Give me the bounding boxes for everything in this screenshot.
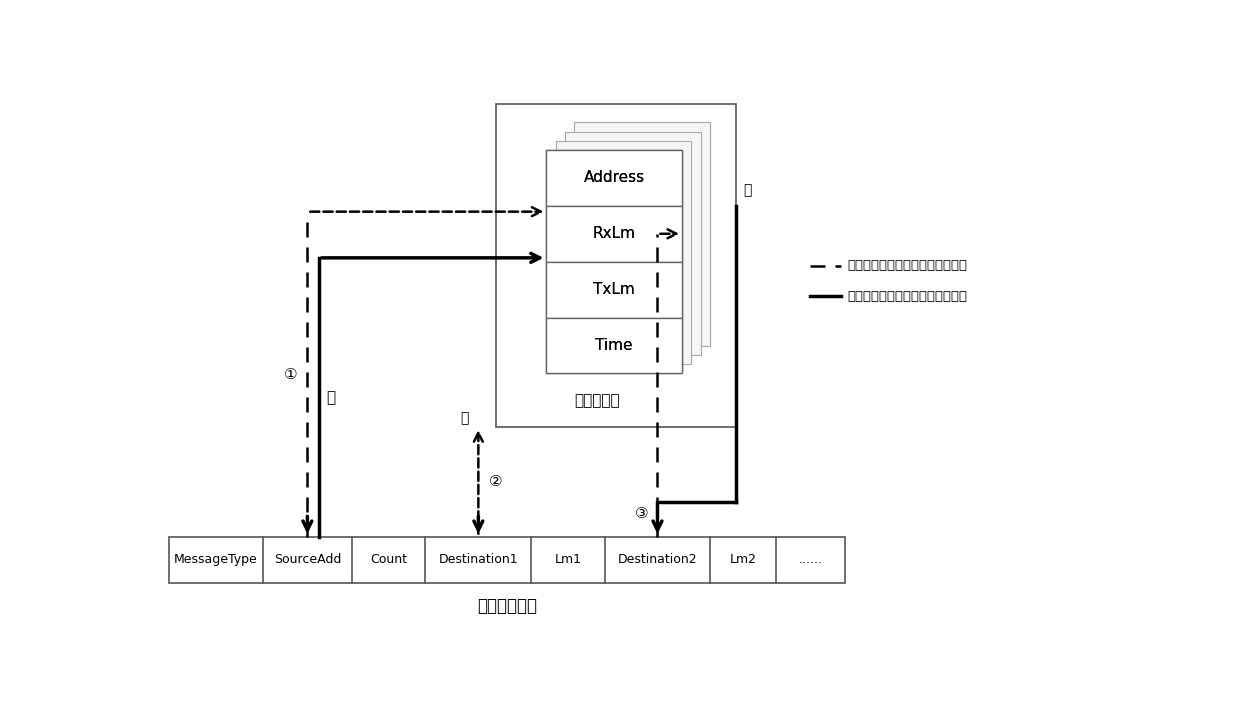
Text: MessageType: MessageType [174,553,258,566]
Text: 虚线：节点接收邻居报告消息过程: 虚线：节点接收邻居报告消息过程 [847,259,967,272]
Text: Time: Time [595,338,632,353]
Bar [574,123,711,345]
Text: 邻居报告消息: 邻居报告消息 [477,597,537,615]
Bar [547,262,682,317]
Bar [574,123,711,345]
Bar [547,206,682,262]
Text: Lm1: Lm1 [554,553,582,566]
Text: ②: ② [490,474,503,489]
Bar [547,206,682,262]
Bar [547,150,682,206]
Bar [565,132,701,355]
Bar [547,262,682,317]
Bar [496,104,737,427]
Text: Destination2: Destination2 [618,553,697,566]
Text: ①: ① [284,367,298,381]
Text: RxLm: RxLm [593,226,636,241]
Text: Address: Address [584,171,645,185]
Text: Time: Time [595,338,632,353]
Text: ......: ...... [799,553,822,566]
Text: Destination1: Destination1 [439,553,518,566]
Text: Address: Address [584,171,645,185]
Bar [556,141,692,364]
Text: SourceAdd: SourceAdd [274,553,341,566]
Text: ③: ③ [635,506,649,521]
Text: ⓒ: ⓒ [744,183,753,197]
Text: ⓐ: ⓐ [460,411,469,425]
Text: RxLm: RxLm [593,226,636,241]
Bar [556,141,692,364]
Bar [547,150,682,206]
Text: Count: Count [371,553,407,566]
Bar [565,132,701,355]
Text: TxLm: TxLm [593,282,635,297]
Bar [547,317,682,374]
Text: 实线：节点发送邻居报告消息过程: 实线：节点发送邻居报告消息过程 [847,290,967,303]
Bar [547,317,682,374]
Text: TxLm: TxLm [593,282,635,297]
Bar [169,537,844,583]
Text: ⓑ: ⓑ [326,390,335,405]
Text: 节点邻居表: 节点邻居表 [574,393,620,407]
Text: Lm2: Lm2 [729,553,756,566]
